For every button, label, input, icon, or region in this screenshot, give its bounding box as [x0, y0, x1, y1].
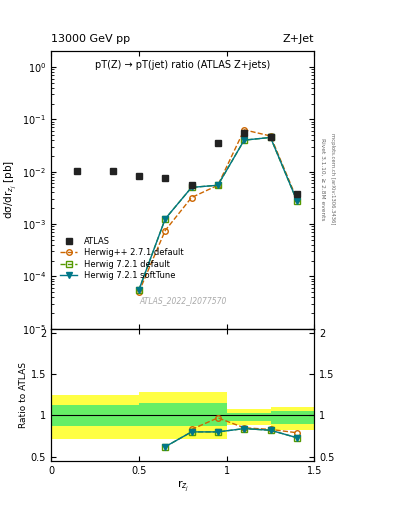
Herwig 7.2.1 default — [268, 134, 273, 140]
Text: Rivet 3.1.10, ≥ 2.8M events: Rivet 3.1.10, ≥ 2.8M events — [320, 138, 325, 221]
Text: pT(Z) → pT(jet) ratio (ATLAS Z+jets): pT(Z) → pT(jet) ratio (ATLAS Z+jets) — [95, 59, 270, 70]
Herwig 7.2.1 default — [163, 216, 167, 222]
ATLAS — [294, 190, 299, 197]
ATLAS — [136, 173, 141, 179]
ATLAS — [189, 182, 194, 188]
Y-axis label: Ratio to ATLAS: Ratio to ATLAS — [19, 362, 28, 428]
ATLAS — [75, 167, 80, 174]
ATLAS — [268, 134, 273, 140]
Herwig 7.2.1 softTune — [189, 184, 194, 190]
Herwig 7.2.1 softTune — [163, 216, 167, 222]
Legend: ATLAS, Herwig++ 2.7.1 default, Herwig 7.2.1 default, Herwig 7.2.1 softTune: ATLAS, Herwig++ 2.7.1 default, Herwig 7.… — [58, 234, 186, 283]
Bar — [139, 403, 183, 426]
Herwig++ 2.7.1 default — [136, 289, 141, 295]
Bar — [183, 403, 227, 426]
Text: Z+Jet: Z+Jet — [283, 34, 314, 44]
Herwig 7.2.1 default — [294, 198, 299, 204]
Bar — [227, 413, 270, 421]
ATLAS — [110, 167, 115, 174]
Line: Herwig 7.2.1 default: Herwig 7.2.1 default — [136, 135, 299, 293]
ATLAS — [215, 139, 220, 145]
Herwig++ 2.7.1 default — [242, 127, 246, 133]
Text: 13000 GeV pp: 13000 GeV pp — [51, 34, 130, 44]
Y-axis label: dσ/dr$_{z_j}$ [pb]: dσ/dr$_{z_j}$ [pb] — [3, 160, 19, 220]
Herwig 7.2.1 softTune — [268, 134, 273, 140]
Herwig++ 2.7.1 default — [163, 227, 167, 233]
Bar — [183, 392, 227, 438]
ATLAS — [242, 130, 246, 136]
X-axis label: r$_{z_j}$: r$_{z_j}$ — [176, 478, 189, 494]
Herwig++ 2.7.1 default — [268, 133, 273, 139]
Herwig 7.2.1 softTune — [294, 198, 299, 204]
Herwig 7.2.1 default — [242, 137, 246, 143]
Text: ATLAS_2022_I2077570: ATLAS_2022_I2077570 — [139, 296, 226, 306]
Bar — [270, 411, 314, 423]
Herwig 7.2.1 default — [215, 182, 220, 188]
Line: ATLAS: ATLAS — [74, 130, 300, 197]
Text: mcplots.cern.ch [arXiv:1306.3436]: mcplots.cern.ch [arXiv:1306.3436] — [330, 134, 335, 225]
Bar — [270, 407, 314, 430]
Herwig++ 2.7.1 default — [215, 182, 220, 188]
Herwig 7.2.1 default — [189, 184, 194, 190]
Bar — [139, 392, 183, 438]
Herwig 7.2.1 softTune — [242, 137, 246, 143]
Bar — [51, 395, 139, 438]
ATLAS — [163, 175, 167, 181]
Line: Herwig 7.2.1 softTune: Herwig 7.2.1 softTune — [136, 135, 299, 293]
Herwig 7.2.1 default — [136, 287, 141, 293]
Bar — [51, 406, 139, 426]
Herwig++ 2.7.1 default — [189, 195, 194, 201]
Herwig 7.2.1 softTune — [215, 182, 220, 188]
Herwig++ 2.7.1 default — [294, 196, 299, 202]
Line: Herwig++ 2.7.1 default: Herwig++ 2.7.1 default — [136, 127, 299, 295]
Herwig 7.2.1 softTune — [136, 287, 141, 293]
Bar — [227, 409, 270, 425]
